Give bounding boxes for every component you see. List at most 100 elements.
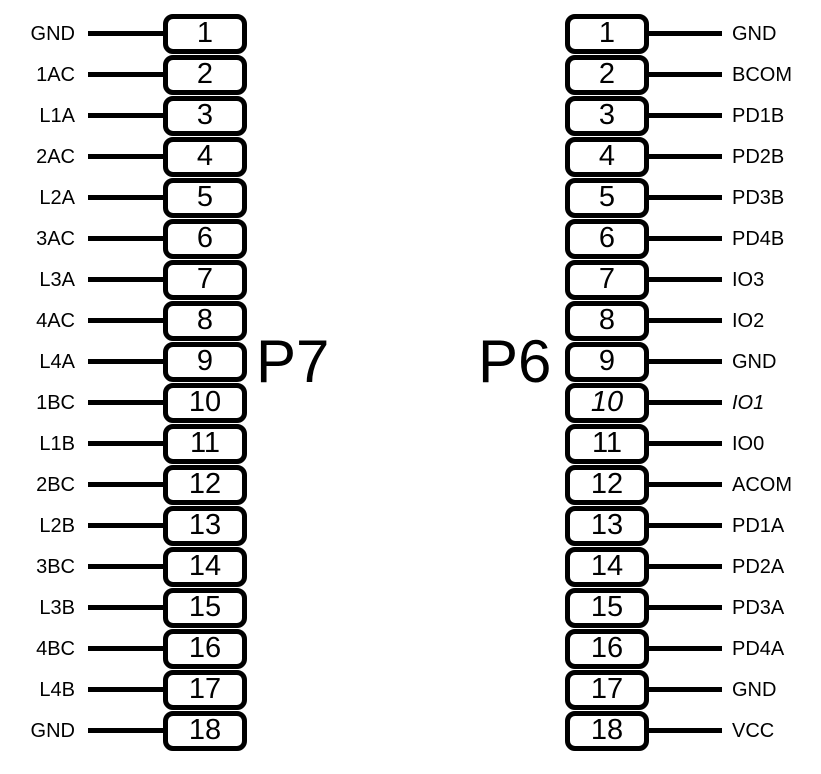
pin-label: GND — [30, 719, 75, 742]
pin-box: 13 — [565, 505, 649, 546]
pin-number: 12 — [188, 468, 222, 500]
pin-box: 9 — [565, 341, 649, 382]
pin-row: L1B 11 — [0, 423, 247, 464]
pin-box: 7 — [163, 259, 247, 300]
pin-number: 9 — [196, 345, 214, 377]
pin-wire — [88, 277, 163, 282]
pin-label: PD4B — [732, 227, 785, 250]
pin-wire — [649, 728, 722, 733]
pin-wire — [88, 154, 163, 159]
pin-label: L4A — [39, 350, 75, 373]
pin-label: L4B — [39, 678, 75, 701]
pin-label: IO3 — [732, 268, 765, 291]
pin-row: 15 PD3A — [565, 587, 792, 628]
pin-box: 1 — [163, 13, 247, 54]
pin-wire — [649, 195, 722, 200]
pin-label: 2AC — [36, 145, 75, 168]
pin-wire — [88, 236, 163, 241]
pin-wire — [649, 400, 722, 405]
pin-row: 12 ACOM — [565, 464, 792, 505]
pin-wire — [88, 564, 163, 569]
pin-label: 4AC — [36, 309, 75, 332]
pin-box: 1 — [565, 13, 649, 54]
pin-number: 17 — [188, 673, 222, 705]
pin-number: 1 — [598, 17, 616, 49]
pin-label: L3B — [39, 596, 75, 619]
connector-p6-pins: 1 GND 2 BCOM 3 PD1B 4 PD2B 5 PD3B — [565, 13, 792, 751]
pin-wire — [88, 400, 163, 405]
pin-number: 4 — [196, 140, 214, 172]
connector-p7-pins: GND 1 1AC 2 L1A 3 2AC 4 L2A 5 — [0, 13, 247, 751]
pin-box: 16 — [163, 628, 247, 669]
pin-row: 7 IO3 — [565, 259, 792, 300]
pin-label: GND — [732, 678, 777, 701]
pin-label: PD3B — [732, 186, 785, 209]
pin-number: 16 — [188, 632, 222, 664]
pin-label: PD1B — [732, 104, 785, 127]
pin-wire — [649, 359, 722, 364]
pin-row: L4B 17 — [0, 669, 247, 710]
pin-number: 10 — [590, 386, 624, 418]
pin-box: 11 — [163, 423, 247, 464]
pin-wire — [88, 359, 163, 364]
pin-row: 18 VCC — [565, 710, 792, 751]
pin-number: 2 — [196, 58, 214, 90]
pin-label: L2B — [39, 514, 75, 537]
pin-number: 8 — [196, 304, 214, 336]
pin-box: 14 — [163, 546, 247, 587]
pin-number: 12 — [590, 468, 624, 500]
pin-row: 6 PD4B — [565, 218, 792, 259]
pin-box: 16 — [565, 628, 649, 669]
pin-box: 6 — [565, 218, 649, 259]
pin-wire — [88, 728, 163, 733]
pin-label: IO1 — [732, 391, 765, 414]
pin-number: 14 — [590, 550, 624, 582]
pin-row: 4AC 8 — [0, 300, 247, 341]
pin-label: L2A — [39, 186, 75, 209]
pin-wire — [88, 195, 163, 200]
pin-row: 4 PD2B — [565, 136, 792, 177]
pin-wire — [649, 113, 722, 118]
pin-wire — [88, 113, 163, 118]
pin-label: PD2B — [732, 145, 785, 168]
pin-wire — [649, 482, 722, 487]
pin-row: GND 1 — [0, 13, 247, 54]
pin-wire — [649, 31, 722, 36]
pin-box: 7 — [565, 259, 649, 300]
pin-row: 11 IO0 — [565, 423, 792, 464]
pin-label: PD4A — [732, 637, 785, 660]
pin-box: 3 — [565, 95, 649, 136]
pin-box: 5 — [565, 177, 649, 218]
pin-number: 18 — [590, 714, 624, 746]
pin-row: 9 GND — [565, 341, 792, 382]
pin-label: 4BC — [36, 637, 75, 660]
pin-box: 13 — [163, 505, 247, 546]
pin-box: 18 — [163, 710, 247, 751]
pin-row: L2B 13 — [0, 505, 247, 546]
pin-wire — [88, 318, 163, 323]
pin-number: 13 — [188, 509, 222, 541]
pin-row: L4A 9 — [0, 341, 247, 382]
pin-wire — [649, 523, 722, 528]
pin-number: 15 — [590, 591, 624, 623]
pin-label: 2BC — [36, 473, 75, 496]
pin-row: 2BC 12 — [0, 464, 247, 505]
pin-wire — [649, 564, 722, 569]
pin-box: 4 — [163, 136, 247, 177]
pin-number: 3 — [598, 99, 616, 131]
pin-number: 7 — [196, 263, 214, 295]
pin-row: 1 GND — [565, 13, 792, 54]
pin-label: IO0 — [732, 432, 765, 455]
pin-box: 15 — [163, 587, 247, 628]
pin-number: 11 — [591, 427, 623, 459]
pin-row: 13 PD1A — [565, 505, 792, 546]
pin-number: 2 — [598, 58, 616, 90]
pin-number: 8 — [598, 304, 616, 336]
pin-label: GND — [30, 22, 75, 45]
connector-p6-name: P6 — [478, 328, 552, 395]
pin-box: 6 — [163, 218, 247, 259]
pin-number: 1 — [196, 17, 214, 49]
pin-label: L1B — [39, 432, 75, 455]
pin-wire — [88, 31, 163, 36]
